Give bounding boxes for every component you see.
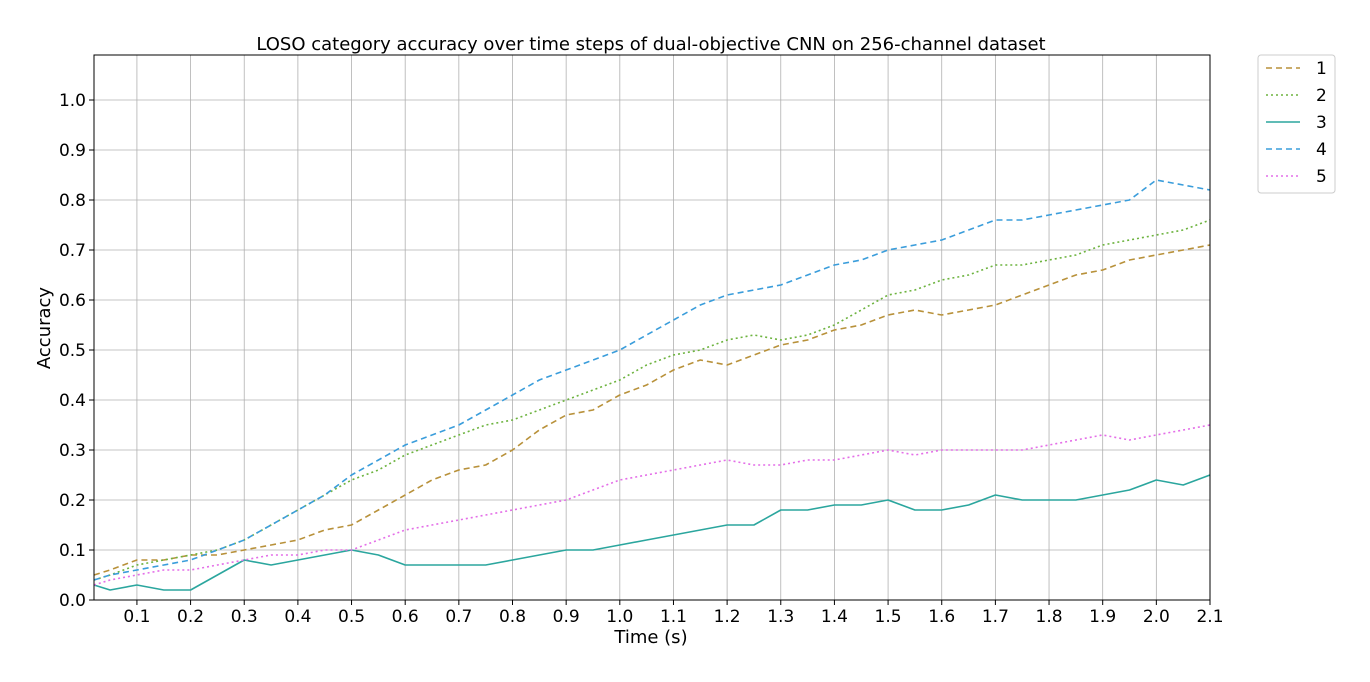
legend-label-4: 4: [1316, 140, 1327, 160]
y-tick-label: 0.2: [59, 491, 86, 511]
y-tick-label: 1.0: [59, 91, 86, 111]
legend-box: [1257, 54, 1336, 194]
x-axis-title: Time (s): [613, 627, 687, 648]
grid: [94, 55, 1211, 601]
y-tick-label: 0.5: [59, 341, 86, 361]
y-tick-label: 0.9: [59, 141, 86, 161]
series-line-5: [93, 424, 1211, 586]
plot-frame: [93, 54, 1211, 601]
x-tick-label: 0.9: [553, 607, 580, 627]
chart-title: LOSO category accuracy over time steps o…: [256, 34, 1045, 55]
x-tick-label: 2.1: [1196, 607, 1223, 627]
y-tick-label: 0.4: [59, 391, 86, 411]
legend-label-2: 2: [1316, 86, 1327, 106]
legend-label-5: 5: [1316, 167, 1327, 187]
legend: 1 2 3 4 5: [1257, 54, 1336, 194]
x-tick-label: 0.6: [392, 607, 419, 627]
x-tick-label: 0.2: [177, 607, 204, 627]
x-tick-label: 1.2: [714, 607, 741, 627]
x-tick-label: 0.1: [123, 607, 150, 627]
x-tick-label: 0.7: [445, 607, 472, 627]
series-line-2: [93, 219, 1211, 581]
series-line-4: [93, 179, 1211, 581]
y-tick-label: 0.7: [59, 241, 86, 261]
x-tick-label: 1.6: [928, 607, 955, 627]
x-tick-label: 1.3: [767, 607, 794, 627]
x-tick-label: 1.8: [1036, 607, 1063, 627]
x-tick-label: 1.0: [606, 607, 633, 627]
x-tick-label: 0.3: [231, 607, 258, 627]
x-tick-label: 0.5: [338, 607, 365, 627]
x-tick-label: 0.8: [499, 607, 526, 627]
legend-label-3: 3: [1316, 113, 1327, 133]
series-line-1: [93, 244, 1211, 576]
x-tick-label: 1.7: [982, 607, 1009, 627]
x-tick-label: 2.0: [1143, 607, 1170, 627]
y-tick-label: 0.1: [59, 541, 86, 561]
y-axis-title: Accuracy: [34, 287, 55, 370]
x-tick-label: 1.1: [660, 607, 687, 627]
x-tick-label: 1.5: [875, 607, 902, 627]
y-axis: 0.0 0.1 0.2 0.3 0.4 0.5 0.6 0.7 0.8 0.9 1.0: [59, 91, 94, 611]
series-group: [93, 179, 1211, 591]
legend-label-1: 1: [1316, 59, 1327, 79]
x-axis: 0.1 0.2 0.3 0.4 0.5 0.6 0.7 0.8 0.9 1.0 1.1 1.2 1.3 1…: [123, 600, 1224, 627]
series-line-3: [93, 474, 1211, 591]
y-tick-label: 0.8: [59, 191, 86, 211]
x-tick-label: 1.9: [1089, 607, 1116, 627]
y-tick-label: 0.0: [59, 591, 86, 611]
x-tick-label: 1.4: [821, 607, 848, 627]
y-tick-label: 0.3: [59, 441, 86, 461]
x-tick-label: 0.4: [284, 607, 311, 627]
y-tick-label: 0.6: [59, 291, 86, 311]
